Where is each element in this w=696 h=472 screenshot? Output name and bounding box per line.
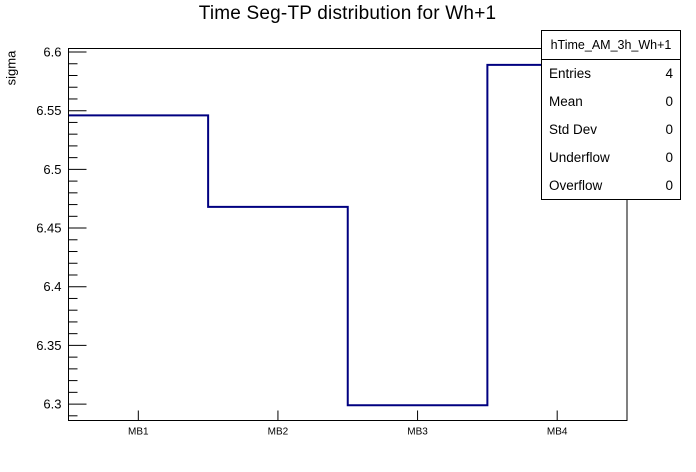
stats-row-entries: Entries 4 (542, 60, 680, 88)
y-tick-label: 6.3 (43, 397, 61, 412)
chart-title: Time Seg-TP distribution for Wh+1 (198, 3, 497, 24)
stats-row-overflow: Overflow 0 (542, 171, 680, 199)
stats-row-stddev: Std Dev 0 (542, 116, 680, 144)
stats-value: 0 (665, 121, 673, 137)
stats-label: Overflow (549, 177, 603, 193)
x-category-label: MB4 (547, 427, 568, 438)
stats-value: 4 (665, 66, 673, 82)
stats-value: 0 (665, 149, 673, 165)
plot-frame (68, 48, 628, 421)
stats-box-title: hTime_AM_3h_Wh+1 (542, 31, 680, 60)
y-tick-label: 6.55 (36, 103, 61, 118)
y-tick-label: 6.4 (43, 279, 61, 294)
stats-box-rows: Entries 4 Mean 0 Std Dev 0 Underflow 0 O… (542, 60, 680, 199)
y-tick-label: 6.45 (36, 221, 61, 236)
stats-value: 0 (665, 94, 673, 110)
stats-label: Entries (549, 66, 592, 82)
stats-label: Mean (549, 94, 583, 110)
stats-value: 0 (665, 177, 673, 193)
y-tick-label: 6.5 (43, 162, 61, 177)
stats-row-underflow: Underflow 0 (542, 143, 680, 171)
y-tick-label: 6.35 (36, 338, 61, 353)
stats-label: Std Dev (549, 121, 598, 137)
stats-label: Underflow (549, 149, 610, 165)
x-category-label: MB2 (268, 427, 289, 438)
stats-row-mean: Mean 0 (542, 88, 680, 116)
x-category-label: MB1 (128, 427, 149, 438)
histogram-line (68, 63, 627, 407)
y-tick-label: 6.6 (43, 45, 61, 60)
x-category-label: MB3 (407, 427, 428, 438)
stats-box: hTime_AM_3h_Wh+1 Entries 4 Mean 0 Std De… (541, 30, 681, 200)
